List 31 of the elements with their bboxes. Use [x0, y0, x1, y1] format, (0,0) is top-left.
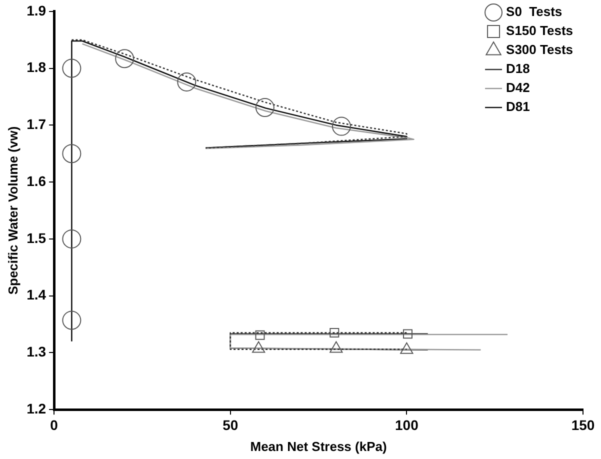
x-tick-label: 150: [571, 416, 595, 433]
point: [115, 49, 134, 68]
y-tick-label: 1.4: [26, 286, 46, 303]
point: [177, 72, 196, 92]
point: [330, 328, 340, 338]
legend-label: D18: [506, 61, 530, 76]
y-tick-label: 1.9: [26, 2, 46, 18]
x-tick-label: 0: [50, 416, 58, 433]
y-tick-label: 1.8: [26, 59, 46, 76]
point: [255, 98, 274, 118]
legend-label: D81: [506, 99, 530, 114]
y-tick-label: 1.2: [26, 400, 46, 416]
y-tick-label: 1.3: [26, 344, 46, 360]
legend-label: S150 Tests: [506, 23, 573, 38]
y-tick-label: 1.5: [26, 230, 46, 246]
point: [403, 329, 412, 339]
point: [62, 144, 82, 164]
point: [332, 116, 351, 136]
point: [62, 58, 82, 78]
legend-label: S300 Tests: [506, 42, 573, 58]
x-axis-title: Mean Net Stress (kPa): [250, 438, 387, 454]
x-tick-label: 50: [222, 416, 238, 433]
point: [255, 330, 265, 340]
legend-label: D42: [506, 80, 530, 96]
y-tick-label: 1.7: [26, 116, 46, 132]
point: [62, 310, 82, 330]
legend-label: S0 Tests: [506, 4, 562, 20]
y-tick-label: 1.6: [26, 172, 46, 189]
point: [62, 229, 82, 248]
x-tick-label: 100: [395, 416, 419, 433]
y-axis-title: Specific Water Volume (vw): [5, 126, 20, 295]
